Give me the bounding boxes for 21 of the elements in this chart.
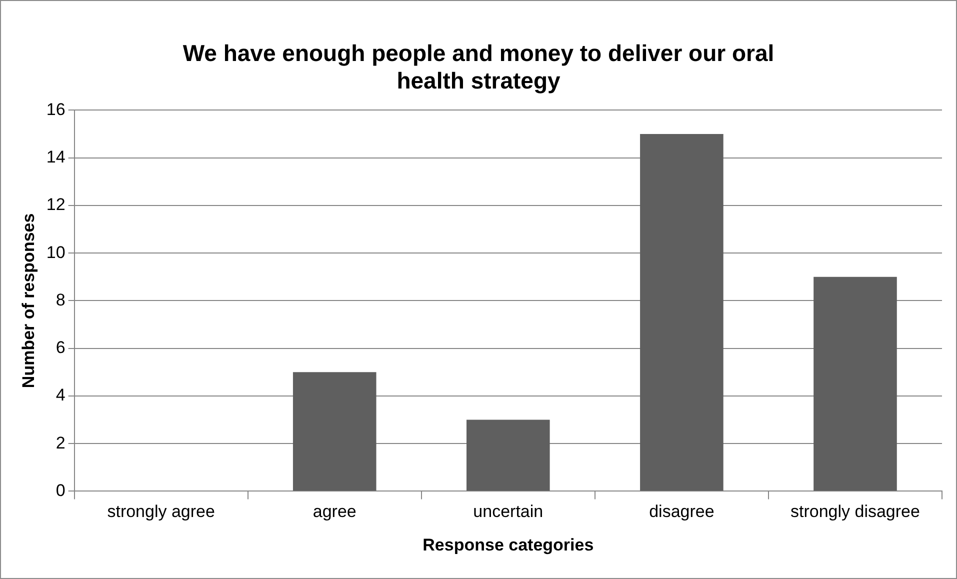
bar	[640, 134, 724, 491]
x-tick-label: strongly agree	[107, 502, 215, 522]
y-tick-label: 0	[56, 480, 66, 500]
x-tick-label: strongly disagree	[790, 502, 920, 522]
x-tick-label: disagree	[649, 502, 714, 522]
y-tick-label: 4	[56, 386, 66, 405]
bar	[814, 276, 897, 491]
y-tick-label: 14	[46, 148, 66, 167]
y-tick-label: 10	[46, 242, 66, 262]
y-tick-label: 12	[46, 195, 66, 214]
x-tick-label: uncertain	[473, 502, 544, 522]
chart-title: We have enough people and money to deliver our oral health strategy	[182, 40, 774, 94]
x-axis-title: Response categories	[422, 535, 594, 554]
bar	[292, 372, 376, 491]
y-tick-label: 6	[56, 338, 66, 358]
x-tick-label: agree	[312, 502, 356, 522]
y-tick-label: 2	[56, 433, 66, 452]
y-axis-title: Number of responses	[18, 213, 38, 388]
bar	[466, 420, 550, 491]
y-tick-label: 8	[56, 290, 66, 310]
y-tick-label: 16	[46, 100, 66, 119]
